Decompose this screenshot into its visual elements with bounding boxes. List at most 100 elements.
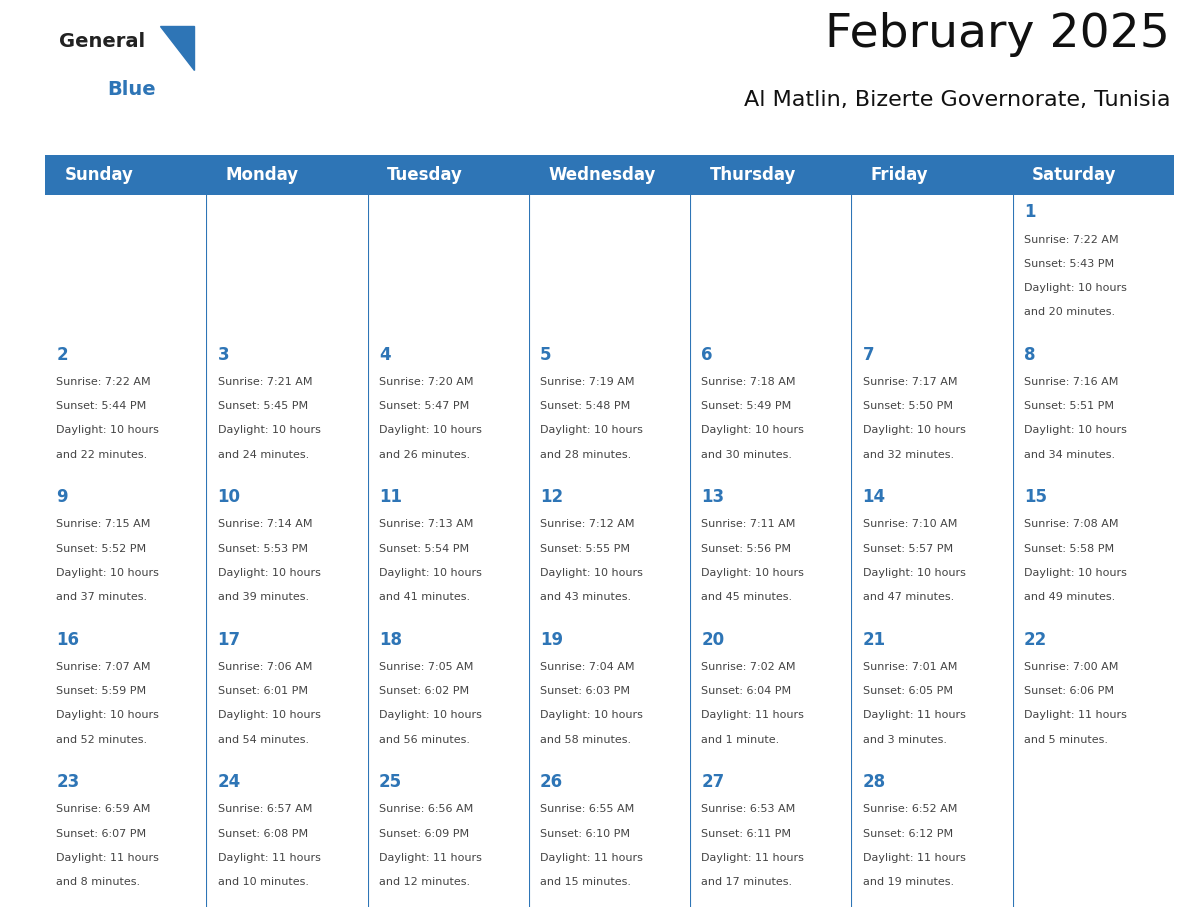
Text: Daylight: 10 hours: Daylight: 10 hours (217, 568, 321, 578)
Text: Sunset: 5:43 PM: Sunset: 5:43 PM (1024, 259, 1114, 269)
Text: Sunrise: 7:01 AM: Sunrise: 7:01 AM (862, 662, 958, 672)
Text: Daylight: 11 hours: Daylight: 11 hours (1024, 711, 1126, 721)
Text: and 47 minutes.: and 47 minutes. (862, 592, 954, 602)
Text: Sunset: 5:58 PM: Sunset: 5:58 PM (1024, 543, 1114, 554)
Text: and 26 minutes.: and 26 minutes. (379, 450, 470, 460)
Text: and 19 minutes.: and 19 minutes. (862, 877, 954, 887)
Text: Sunset: 5:52 PM: Sunset: 5:52 PM (57, 543, 146, 554)
Text: 6: 6 (701, 346, 713, 364)
Text: 10: 10 (217, 488, 241, 506)
Text: and 17 minutes.: and 17 minutes. (701, 877, 792, 887)
Text: Sunrise: 6:53 AM: Sunrise: 6:53 AM (701, 804, 796, 814)
Text: 12: 12 (541, 488, 563, 506)
Text: Sunset: 5:51 PM: Sunset: 5:51 PM (1024, 401, 1114, 411)
Text: and 56 minutes.: and 56 minutes. (379, 734, 470, 744)
Text: Daylight: 10 hours: Daylight: 10 hours (57, 425, 159, 435)
Text: Sunday: Sunday (64, 166, 133, 184)
Text: Sunset: 5:56 PM: Sunset: 5:56 PM (701, 543, 791, 554)
Text: Sunrise: 6:52 AM: Sunrise: 6:52 AM (862, 804, 958, 814)
Text: and 20 minutes.: and 20 minutes. (1024, 308, 1114, 318)
Text: Saturday: Saturday (1032, 166, 1117, 184)
Text: 27: 27 (701, 773, 725, 791)
Text: and 37 minutes.: and 37 minutes. (57, 592, 147, 602)
Text: Daylight: 11 hours: Daylight: 11 hours (57, 853, 159, 863)
Text: Sunrise: 7:02 AM: Sunrise: 7:02 AM (701, 662, 796, 672)
Text: and 1 minute.: and 1 minute. (701, 734, 779, 744)
Text: Daylight: 10 hours: Daylight: 10 hours (1024, 568, 1126, 578)
Text: and 49 minutes.: and 49 minutes. (1024, 592, 1116, 602)
Text: and 52 minutes.: and 52 minutes. (57, 734, 147, 744)
Text: and 32 minutes.: and 32 minutes. (862, 450, 954, 460)
Text: 4: 4 (379, 346, 391, 364)
Text: Tuesday: Tuesday (387, 166, 463, 184)
Text: 23: 23 (57, 773, 80, 791)
Text: Daylight: 11 hours: Daylight: 11 hours (541, 853, 643, 863)
Text: Daylight: 11 hours: Daylight: 11 hours (701, 853, 804, 863)
Text: Daylight: 10 hours: Daylight: 10 hours (217, 425, 321, 435)
Text: Daylight: 10 hours: Daylight: 10 hours (541, 425, 643, 435)
Text: Daylight: 10 hours: Daylight: 10 hours (379, 711, 482, 721)
Text: and 45 minutes.: and 45 minutes. (701, 592, 792, 602)
Text: Sunset: 6:06 PM: Sunset: 6:06 PM (1024, 686, 1114, 696)
Text: Sunrise: 7:19 AM: Sunrise: 7:19 AM (541, 377, 634, 387)
Text: and 34 minutes.: and 34 minutes. (1024, 450, 1114, 460)
Text: 1: 1 (1024, 203, 1035, 221)
Text: Daylight: 11 hours: Daylight: 11 hours (862, 711, 966, 721)
Text: Sunset: 6:09 PM: Sunset: 6:09 PM (379, 829, 469, 839)
Text: Sunset: 6:03 PM: Sunset: 6:03 PM (541, 686, 630, 696)
Text: Daylight: 11 hours: Daylight: 11 hours (862, 853, 966, 863)
Text: Daylight: 10 hours: Daylight: 10 hours (862, 568, 966, 578)
Text: Sunset: 6:02 PM: Sunset: 6:02 PM (379, 686, 469, 696)
Text: Sunrise: 7:10 AM: Sunrise: 7:10 AM (862, 520, 958, 530)
Text: Daylight: 10 hours: Daylight: 10 hours (57, 711, 159, 721)
Text: and 8 minutes.: and 8 minutes. (57, 877, 140, 887)
Text: Sunrise: 7:12 AM: Sunrise: 7:12 AM (541, 520, 634, 530)
Text: 15: 15 (1024, 488, 1047, 506)
Text: Daylight: 10 hours: Daylight: 10 hours (701, 425, 804, 435)
Text: Monday: Monday (226, 166, 299, 184)
Text: Sunrise: 7:04 AM: Sunrise: 7:04 AM (541, 662, 634, 672)
Text: Sunset: 5:57 PM: Sunset: 5:57 PM (862, 543, 953, 554)
Text: Sunset: 6:10 PM: Sunset: 6:10 PM (541, 829, 630, 839)
Text: Sunset: 5:54 PM: Sunset: 5:54 PM (379, 543, 469, 554)
Text: Daylight: 10 hours: Daylight: 10 hours (701, 568, 804, 578)
Text: 17: 17 (217, 631, 241, 649)
Text: Sunrise: 7:21 AM: Sunrise: 7:21 AM (217, 377, 312, 387)
Text: Sunset: 5:45 PM: Sunset: 5:45 PM (217, 401, 308, 411)
Text: and 5 minutes.: and 5 minutes. (1024, 734, 1107, 744)
Text: Sunrise: 7:15 AM: Sunrise: 7:15 AM (57, 520, 151, 530)
Text: Sunset: 5:49 PM: Sunset: 5:49 PM (701, 401, 791, 411)
Text: Sunrise: 7:22 AM: Sunrise: 7:22 AM (57, 377, 151, 387)
Text: Daylight: 10 hours: Daylight: 10 hours (541, 711, 643, 721)
Text: 24: 24 (217, 773, 241, 791)
Polygon shape (160, 26, 194, 70)
Text: Sunset: 6:04 PM: Sunset: 6:04 PM (701, 686, 791, 696)
Text: 3: 3 (217, 346, 229, 364)
Text: Sunrise: 7:06 AM: Sunrise: 7:06 AM (217, 662, 312, 672)
Text: Sunrise: 7:07 AM: Sunrise: 7:07 AM (57, 662, 151, 672)
Text: and 24 minutes.: and 24 minutes. (217, 450, 309, 460)
Text: Sunrise: 6:56 AM: Sunrise: 6:56 AM (379, 804, 473, 814)
Text: Thursday: Thursday (709, 166, 796, 184)
Text: and 58 minutes.: and 58 minutes. (541, 734, 631, 744)
Text: Sunset: 5:55 PM: Sunset: 5:55 PM (541, 543, 630, 554)
Text: Sunrise: 7:00 AM: Sunrise: 7:00 AM (1024, 662, 1118, 672)
Text: Al Matlin, Bizerte Governorate, Tunisia: Al Matlin, Bizerte Governorate, Tunisia (744, 90, 1170, 110)
Text: 18: 18 (379, 631, 402, 649)
Text: and 39 minutes.: and 39 minutes. (217, 592, 309, 602)
Text: and 28 minutes.: and 28 minutes. (541, 450, 631, 460)
Text: 7: 7 (862, 346, 874, 364)
Text: and 12 minutes.: and 12 minutes. (379, 877, 470, 887)
Text: Wednesday: Wednesday (548, 166, 656, 184)
Text: Sunrise: 6:57 AM: Sunrise: 6:57 AM (217, 804, 312, 814)
Text: and 15 minutes.: and 15 minutes. (541, 877, 631, 887)
Text: and 22 minutes.: and 22 minutes. (57, 450, 147, 460)
Text: Daylight: 10 hours: Daylight: 10 hours (217, 711, 321, 721)
Text: Sunrise: 6:59 AM: Sunrise: 6:59 AM (57, 804, 151, 814)
Text: and 54 minutes.: and 54 minutes. (217, 734, 309, 744)
Text: Sunset: 6:05 PM: Sunset: 6:05 PM (862, 686, 953, 696)
Text: 13: 13 (701, 488, 725, 506)
Text: General: General (59, 32, 145, 50)
Text: Sunrise: 7:18 AM: Sunrise: 7:18 AM (701, 377, 796, 387)
Text: 25: 25 (379, 773, 402, 791)
